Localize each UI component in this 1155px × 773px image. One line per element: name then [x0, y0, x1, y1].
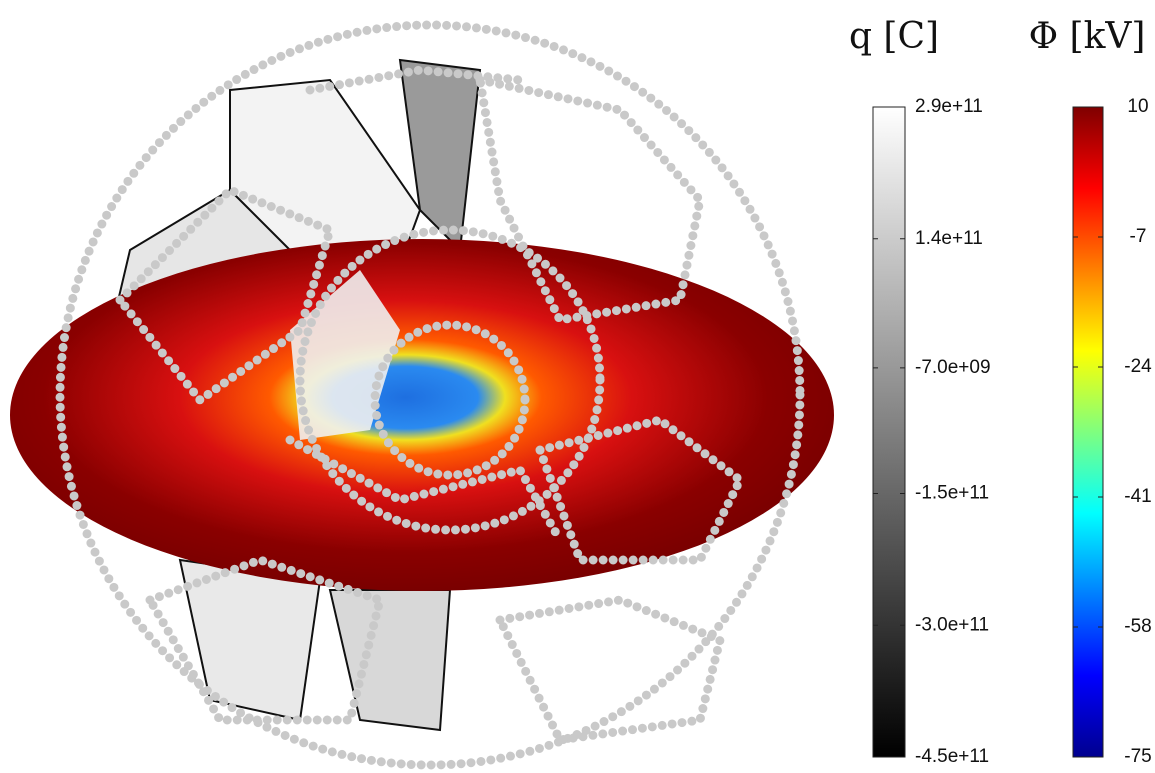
tick-label: -7 [1130, 226, 1147, 247]
tick-label: -58 [1124, 616, 1151, 637]
colorbar [1073, 107, 1103, 757]
tick-label: 10 [1127, 96, 1148, 117]
colorbar-title: q [C] [849, 16, 939, 57]
tick-label: -1.5e+11 [915, 483, 989, 504]
figure: q [C] 2.9e+11 1.4e+11 -7.0e+09 -1.5e+11 -3.0e… [0, 0, 1155, 773]
tick-label: 1.4e+11 [915, 228, 983, 249]
tick-label: -3.0e+11 [915, 614, 989, 635]
tick-label: -41 [1124, 486, 1151, 507]
tick-label: -4.5e+11 [915, 746, 989, 767]
colorbar [873, 107, 905, 757]
tick-label: -7.0e+09 [915, 357, 991, 378]
colorbars: q [C] 2.9e+11 1.4e+11 -7.0e+09 -1.5e+11 -3.0e… [849, 16, 1152, 767]
tick-label: -75 [1124, 746, 1151, 767]
tick-label: -24 [1124, 356, 1152, 377]
colorbar-title: Φ [kV] [1029, 16, 1146, 57]
sphere-render [10, 25, 834, 765]
tick-label: 2.9e+11 [915, 96, 983, 117]
